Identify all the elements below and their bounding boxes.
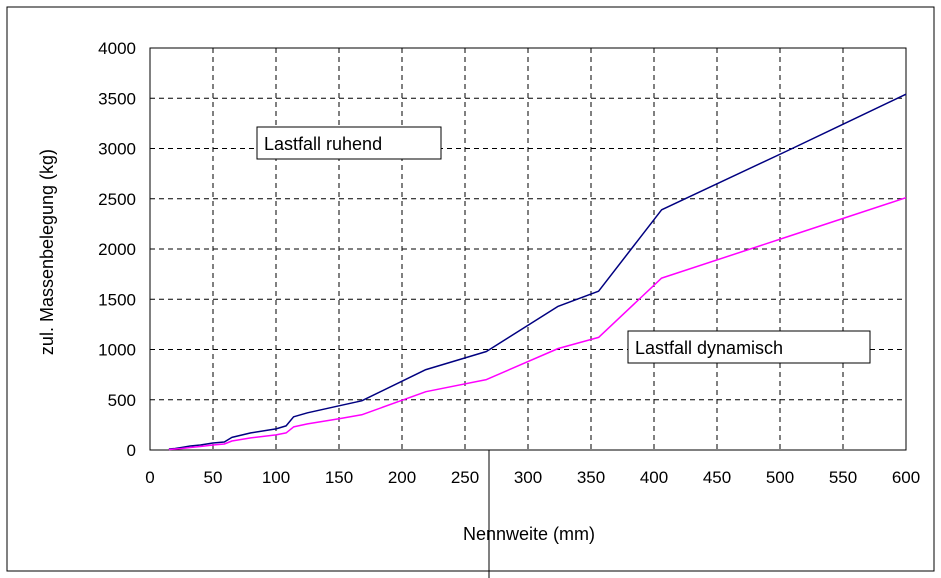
y-axis-title: zul. Massenbelegung (kg) bbox=[37, 149, 57, 355]
annotation-ruhend: Lastfall ruhend bbox=[257, 127, 441, 159]
annotation-dynamisch-text: Lastfall dynamisch bbox=[635, 338, 783, 358]
x-tick-label: 100 bbox=[262, 468, 290, 487]
y-tick-label: 3000 bbox=[98, 140, 136, 159]
x-axis-title: Nennweite (mm) bbox=[463, 524, 595, 544]
y-tick-label: 0 bbox=[127, 441, 136, 460]
x-tick-label: 450 bbox=[703, 468, 731, 487]
y-tick-label: 1500 bbox=[98, 290, 136, 309]
x-tick-label: 500 bbox=[766, 468, 794, 487]
annotation-ruhend-text: Lastfall ruhend bbox=[264, 134, 382, 154]
y-tick-label: 1000 bbox=[98, 341, 136, 360]
y-tick-label: 500 bbox=[108, 391, 136, 410]
x-tick-label: 600 bbox=[892, 468, 920, 487]
annotation-dynamisch: Lastfall dynamisch bbox=[628, 331, 870, 363]
y-tick-label: 2000 bbox=[98, 240, 136, 259]
y-tick-label: 3500 bbox=[98, 89, 136, 108]
x-tick-label: 0 bbox=[145, 468, 154, 487]
x-tick-label: 350 bbox=[577, 468, 605, 487]
y-tick-label: 4000 bbox=[98, 39, 136, 58]
x-tick-label: 550 bbox=[829, 468, 857, 487]
x-tick-label: 150 bbox=[325, 468, 353, 487]
x-tick-label: 50 bbox=[204, 468, 223, 487]
x-tick-label: 400 bbox=[640, 468, 668, 487]
x-tick-label: 250 bbox=[451, 468, 479, 487]
x-tick-label: 300 bbox=[514, 468, 542, 487]
x-tick-label: 200 bbox=[388, 468, 416, 487]
y-tick-label: 2500 bbox=[98, 190, 136, 209]
